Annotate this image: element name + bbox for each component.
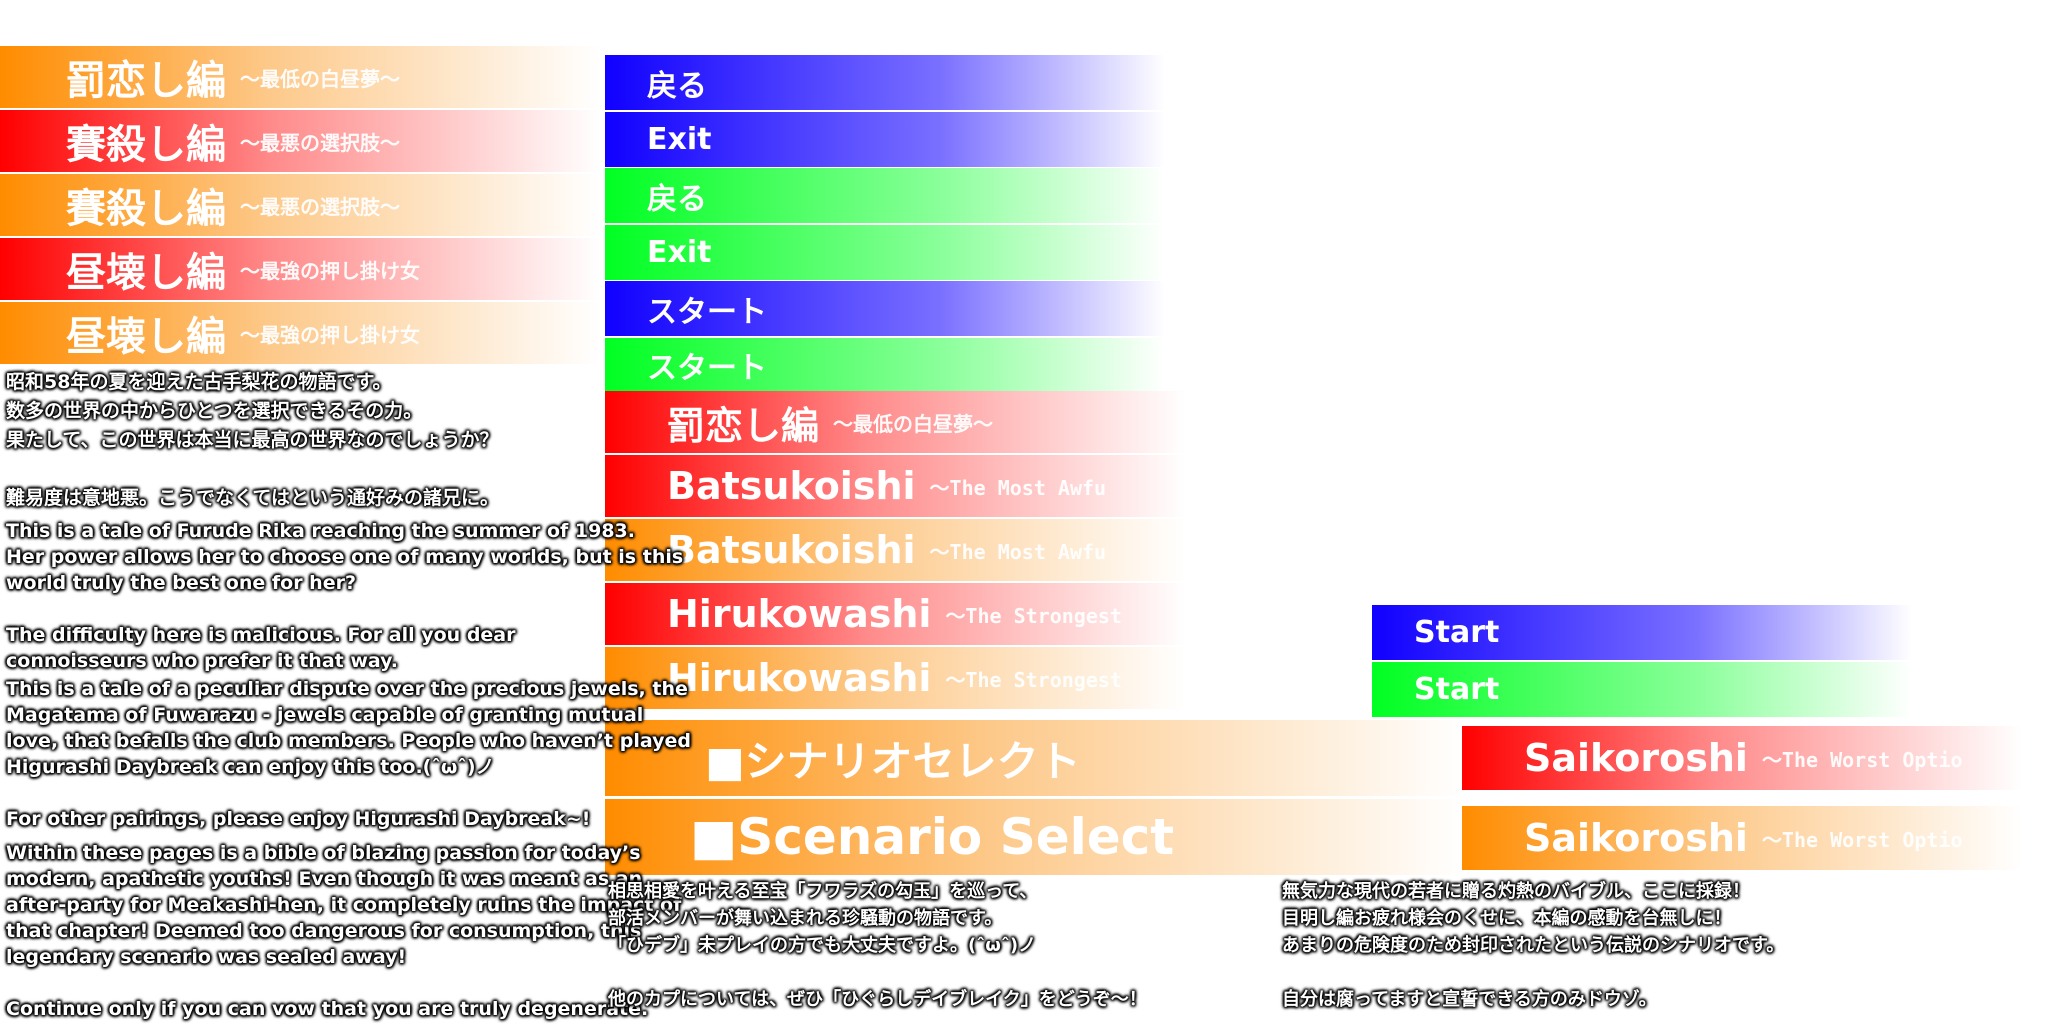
scenario-select-banner: ■Scenario Select [605,799,1465,875]
chapter-subtitle: ～最強の押し掛け女 [240,322,420,347]
chapter-title: 罰恋し編 [66,58,226,104]
button-label: スタート [647,351,767,386]
menu-button[interactable]: Exit [605,111,1165,167]
chapter-banner[interactable]: Batsukoishi ～The Most Awfu [605,455,1185,517]
chapter-subtitle: ～最悪の選択肢～ [240,194,400,219]
menu-button[interactable]: Exit [605,224,1165,280]
chapter-banner[interactable]: Saikoroshi ～The Worst Optio [1462,726,2022,790]
button-label: Exit [647,121,712,157]
chapter-subtitle: ～The Most Awfu [929,475,1107,500]
start-button[interactable]: Start [1372,662,1912,717]
chapter-banner[interactable]: Hirukowashi ～The Strongest [605,583,1185,645]
chapter-title: 賽殺し編 [66,122,226,168]
menu-button[interactable]: スタート [605,281,1165,336]
scenario-select-label: ■Scenario Select [690,808,1175,866]
chapter-title: Hirukowashi [667,656,932,700]
chapter-banner[interactable]: 賽殺し編 ～最悪の選択肢～ [0,110,600,172]
chapter-banner[interactable]: 罰恋し編 ～最低の白昼夢～ [605,391,1185,453]
chapter-banner[interactable]: 賽殺し編 ～最悪の選択肢～ [0,174,600,236]
button-label: Exit [647,234,712,270]
chapter-subtitle: ～The Strongest [945,667,1122,692]
chapter-subtitle: ～The Worst Optio [1761,747,1963,772]
chapter-banner[interactable]: 昼壊し編 ～最強の押し掛け女 [0,302,600,364]
chapter-banner[interactable]: 昼壊し編 ～最強の押し掛け女 [0,238,600,300]
menu-button[interactable]: 戻る [605,55,1165,110]
button-label: スタート [647,294,767,330]
chapter-subtitle: ～最強の押し掛け女 [240,258,420,283]
chapter-title: Saikoroshi [1524,816,1748,860]
chapter-subtitle: ～最低の白昼夢～ [833,411,994,436]
scenario-select-label: ■シナリオセレクト [705,736,1081,786]
chapter-subtitle: ～最悪の選択肢～ [240,130,400,155]
chapter-subtitle: ～The Most Awfu [929,539,1107,564]
saikoroshi-description-en: Within these pages is a bible of blazing… [6,842,682,1020]
start-button[interactable]: Start [1372,605,1912,660]
chapter-title: 昼壊し編 [66,314,226,360]
button-label: Start [1414,615,1500,650]
chapter-title: 昼壊し編 [66,250,226,296]
chapter-title: 罰恋し編 [667,403,820,448]
chapter-title: Batsukoishi [667,528,916,572]
button-label: 戻る [647,181,707,217]
hirukowashi-description-jp: 昭和58年の夏を迎えた古手梨花の物語です。 数多の世界の中からひとつを選択できる… [6,371,500,509]
batsukoishi-description-en: This is a tale of a peculiar dispute ove… [6,678,691,830]
chapter-title: 賽殺し編 [66,186,226,232]
chapter-subtitle: ～The Strongest [945,603,1122,628]
chapter-subtitle: ～The Worst Optio [1761,827,1963,852]
chapter-title: Saikoroshi [1524,736,1748,780]
menu-button[interactable]: 戻る [605,168,1165,223]
button-label: 戻る [647,68,707,104]
chapter-banner[interactable]: Saikoroshi ～The Worst Optio [1462,806,2022,870]
menu-button[interactable]: スタート [605,337,1165,393]
chapter-banner[interactable]: Hirukowashi ～The Strongest [605,647,1185,709]
hirukowashi-description-en: This is a tale of Furude Rika reaching t… [6,520,684,672]
chapter-title: Batsukoishi [667,464,916,508]
scenario-select-banner: ■シナリオセレクト [605,720,1465,796]
chapter-banner[interactable]: 罰恋し編 ～最低の白昼夢～ [0,46,600,108]
chapter-banner[interactable]: Batsukoishi ～The Most Awfu [605,519,1185,581]
chapter-subtitle: ～最低の白昼夢～ [240,66,400,91]
chapter-title: Hirukowashi [667,592,932,636]
button-label: Start [1414,672,1500,707]
saikoroshi-description-jp: 無気力な現代の若者に贈る灼熱のバイブル、ここに採録！ 目明し編お疲れ様会のくせに… [1282,881,1785,1010]
batsukoishi-description-jp: 相思相愛を叶える至宝「フワラズの勾玉」を巡って、 部活メンバーが舞い込まれる珍騒… [608,881,1147,1010]
